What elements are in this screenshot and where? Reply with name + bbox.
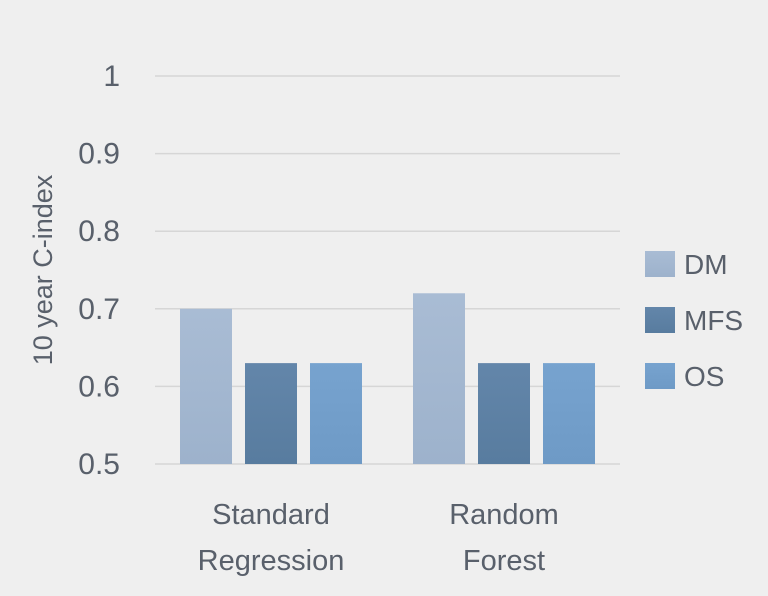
x-category-label: Standard [212, 499, 330, 531]
legend-label-dm: DM [684, 249, 728, 280]
y-tick-label: 0.9 [78, 138, 120, 171]
x-category-label: Regression [198, 545, 345, 577]
y-axis-ticks: 0.5 0.6 0.7 0.8 0.9 1 [78, 60, 120, 481]
bar-dm-1 [413, 293, 465, 464]
bar-os-1 [543, 363, 595, 464]
bar-dm-0 [180, 308, 232, 464]
legend-swatch-mfs [645, 307, 675, 333]
y-tick-label: 0.7 [78, 293, 120, 326]
legend-swatch-os [645, 363, 675, 389]
y-axis-title: 10 year C-index [28, 174, 58, 365]
bar-mfs-1 [478, 363, 530, 464]
legend-swatch-dm [645, 251, 675, 277]
y-tick-label: 0.5 [78, 448, 120, 481]
y-tick-label: 0.8 [78, 215, 120, 248]
x-axis-categories: Standard Regression Random Forest [198, 499, 559, 577]
bar-mfs-0 [245, 363, 297, 464]
y-tick-label: 1 [103, 60, 120, 93]
y-tick-label: 0.6 [78, 370, 120, 403]
legend-label-mfs: MFS [684, 305, 743, 336]
x-category-label: Random [449, 499, 559, 531]
bars [180, 293, 595, 464]
legend: DM MFS OS [645, 249, 743, 392]
x-category-label: Forest [463, 545, 545, 577]
legend-label-os: OS [684, 361, 724, 392]
gridlines [155, 75, 620, 465]
bar-os-0 [310, 363, 362, 464]
